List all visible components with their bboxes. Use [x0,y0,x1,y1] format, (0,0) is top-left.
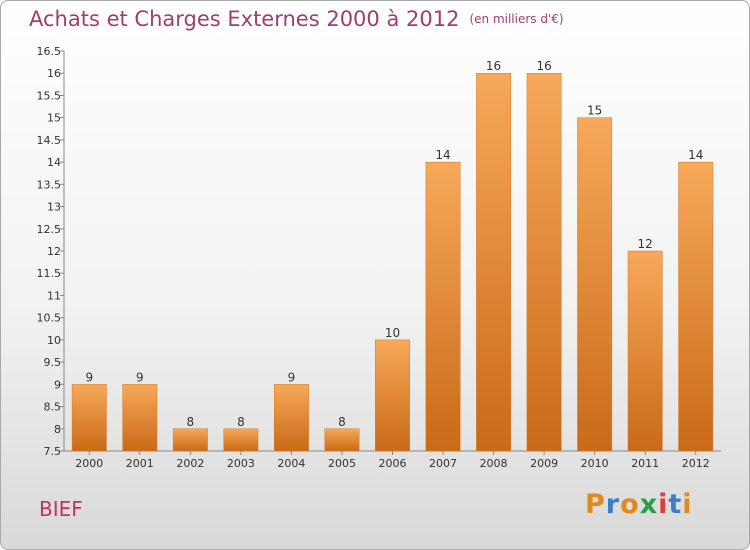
y-tick-label: 10.5 [37,312,62,325]
y-tick-label: 10 [47,334,61,347]
bar-value-label: 16 [536,59,551,73]
bar [71,384,107,452]
proxiti-logo: Proxiti [585,489,693,520]
x-tick-label: 2005 [328,457,356,470]
y-tick-label: 9 [54,378,61,391]
x-tick-label: 2000 [75,457,103,470]
logo-letter: o [620,489,640,520]
logo-letter: t [668,489,683,520]
x-tick-label: 2006 [379,457,407,470]
bar [375,339,410,452]
bar-value-label: 10 [385,326,400,340]
title-unit: (en milliers d'€) [469,12,564,26]
bar-value-label: 9 [288,370,296,384]
y-tick-label: 8 [54,423,61,436]
bar [526,72,562,452]
bar [324,428,360,452]
bar-value-label: 8 [237,415,245,429]
y-tick-label: 9.5 [44,356,62,369]
x-tick-label: 2008 [480,457,508,470]
bar-value-label: 9 [85,370,93,384]
x-tick-label: 2004 [277,457,305,470]
y-tick-label: 12 [47,245,61,258]
y-tick-label: 14 [47,156,61,169]
y-tick-label: 14.5 [37,134,62,147]
bar-value-label: 14 [435,148,450,162]
bar-value-label: 8 [338,415,346,429]
bar [577,117,613,452]
bar [678,161,714,452]
x-tick-label: 2002 [176,457,204,470]
logo-letter: r [605,489,621,520]
logo-letter: i [658,489,669,520]
bar-value-label: 14 [688,148,703,162]
x-tick-label: 2001 [126,457,154,470]
y-tick-label: 11.5 [37,267,62,280]
bar-value-label: 16 [486,59,501,73]
logo-letter: x [639,489,659,520]
y-tick-label: 16 [47,67,61,80]
bar [273,384,309,452]
bar [627,250,663,452]
logo-letter: i [682,489,693,520]
logo-letter: P [585,489,606,520]
x-tick-label: 2003 [227,457,255,470]
commune-name: BIEF [39,497,83,521]
chart-title: Achats et Charges Externes 2000 à 2012 (e… [29,7,564,31]
bar [172,428,208,452]
bar-value-label: 8 [187,415,195,429]
bar-value-label: 9 [136,370,144,384]
y-tick-label: 8.5 [44,401,62,414]
x-tick-label: 2009 [530,457,558,470]
bar [476,72,512,452]
y-tick-label: 11 [47,289,61,302]
y-tick-label: 13 [47,201,61,214]
bar [122,384,158,452]
y-tick-label: 13.5 [37,178,62,191]
x-tick-label: 2011 [631,457,659,470]
y-tick-label: 15 [47,112,61,125]
y-tick-label: 7.5 [44,445,62,458]
y-tick-label: 15.5 [37,89,62,102]
x-tick-label: 2007 [429,457,457,470]
x-tick-label: 2010 [581,457,609,470]
y-tick-label: 16.5 [37,45,62,58]
x-tick-label: 2012 [682,457,710,470]
bar [223,428,259,452]
y-tick-label: 12.5 [37,223,62,236]
bar-value-label: 15 [587,104,602,118]
title-text: Achats et Charges Externes 2000 à 2012 [29,7,460,31]
bar [425,161,461,452]
bar-value-label: 12 [638,237,653,251]
